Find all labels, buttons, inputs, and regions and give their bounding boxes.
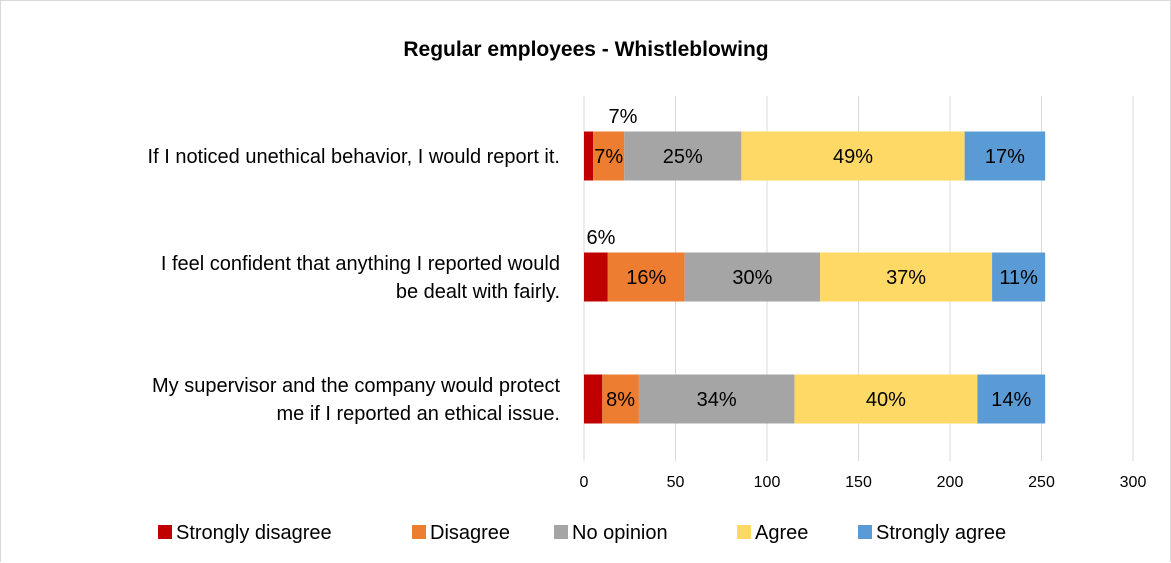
- bar-segment: [584, 131, 594, 181]
- legend-label: Agree: [755, 522, 808, 544]
- legend-swatch: [158, 525, 172, 539]
- bar-segment: [820, 252, 993, 302]
- data-label: 7%: [594, 146, 623, 168]
- data-label: 37%: [886, 267, 926, 289]
- legend-label: Disagree: [430, 522, 510, 544]
- data-label: 25%: [663, 146, 703, 168]
- category-label-line: me if I reported an ethical issue.: [277, 403, 560, 425]
- bar-segment: [607, 252, 685, 302]
- chart-title: Regular employees - Whistleblowing: [403, 38, 768, 61]
- data-label: 14%: [991, 389, 1031, 411]
- legend-swatch: [412, 525, 426, 539]
- bars: [584, 131, 1046, 424]
- data-labels: 7% 25% 49% 17% 16% 30% 37% 11% 8% 34% 40% 14% 7% 6%: [587, 106, 1039, 411]
- category-label: If I noticed unethical behavior, I would…: [148, 146, 560, 168]
- x-tick-label: 150: [845, 474, 872, 491]
- x-tick-label: 100: [754, 474, 781, 491]
- legend-label: No opinion: [572, 522, 668, 544]
- category-label-line: be dealt with fairly.: [396, 281, 560, 303]
- x-tick-label: 300: [1120, 474, 1147, 491]
- x-tick-label: 250: [1028, 474, 1055, 491]
- data-label: 8%: [606, 389, 635, 411]
- category-label: My supervisor and the company would prot…: [152, 375, 560, 425]
- bar-segment: [584, 374, 603, 424]
- x-axis-ticks: 0 50 100 150 200 250 300: [580, 474, 1147, 491]
- legend-swatch: [554, 525, 568, 539]
- legend-label: Strongly agree: [876, 522, 1006, 544]
- bar-segment: [593, 131, 625, 181]
- data-label: 16%: [626, 267, 666, 289]
- bar-segment: [624, 131, 742, 181]
- data-label: 40%: [866, 389, 906, 411]
- bar-segment: [794, 374, 978, 424]
- legend-swatch: [737, 525, 751, 539]
- bar-segment: [964, 131, 1046, 181]
- data-label: 49%: [833, 146, 873, 168]
- category-label-line: I feel confident that anything I reporte…: [161, 253, 560, 275]
- category-labels: If I noticed unethical behavior, I would…: [148, 146, 561, 425]
- legend-label: Strongly disagree: [176, 522, 332, 544]
- legend-swatch: [858, 525, 872, 539]
- bar-segment: [977, 374, 1046, 424]
- x-tick-label: 200: [937, 474, 964, 491]
- bar-segment: [992, 252, 1046, 302]
- x-tick-label: 0: [580, 474, 589, 491]
- bar-segment: [684, 252, 821, 302]
- legend: Strongly disagree Disagree No opinion Agree…: [158, 522, 1006, 544]
- bar-segment: [741, 131, 965, 181]
- category-label-line: My supervisor and the company would prot…: [152, 375, 560, 397]
- bar-segment: [638, 374, 795, 424]
- data-label: 11%: [999, 267, 1038, 289]
- data-label: 30%: [732, 267, 772, 289]
- data-label: 17%: [985, 146, 1025, 168]
- category-label: I feel confident that anything I reporte…: [161, 253, 560, 303]
- data-label: 34%: [697, 389, 737, 411]
- bar-segment: [602, 374, 639, 424]
- bar-segment: [584, 252, 608, 302]
- data-label-outside: 7%: [609, 106, 638, 128]
- x-tick-label: 50: [667, 474, 685, 491]
- data-label-outside: 6%: [587, 227, 616, 249]
- category-label-line: If I noticed unethical behavior, I would…: [148, 146, 560, 168]
